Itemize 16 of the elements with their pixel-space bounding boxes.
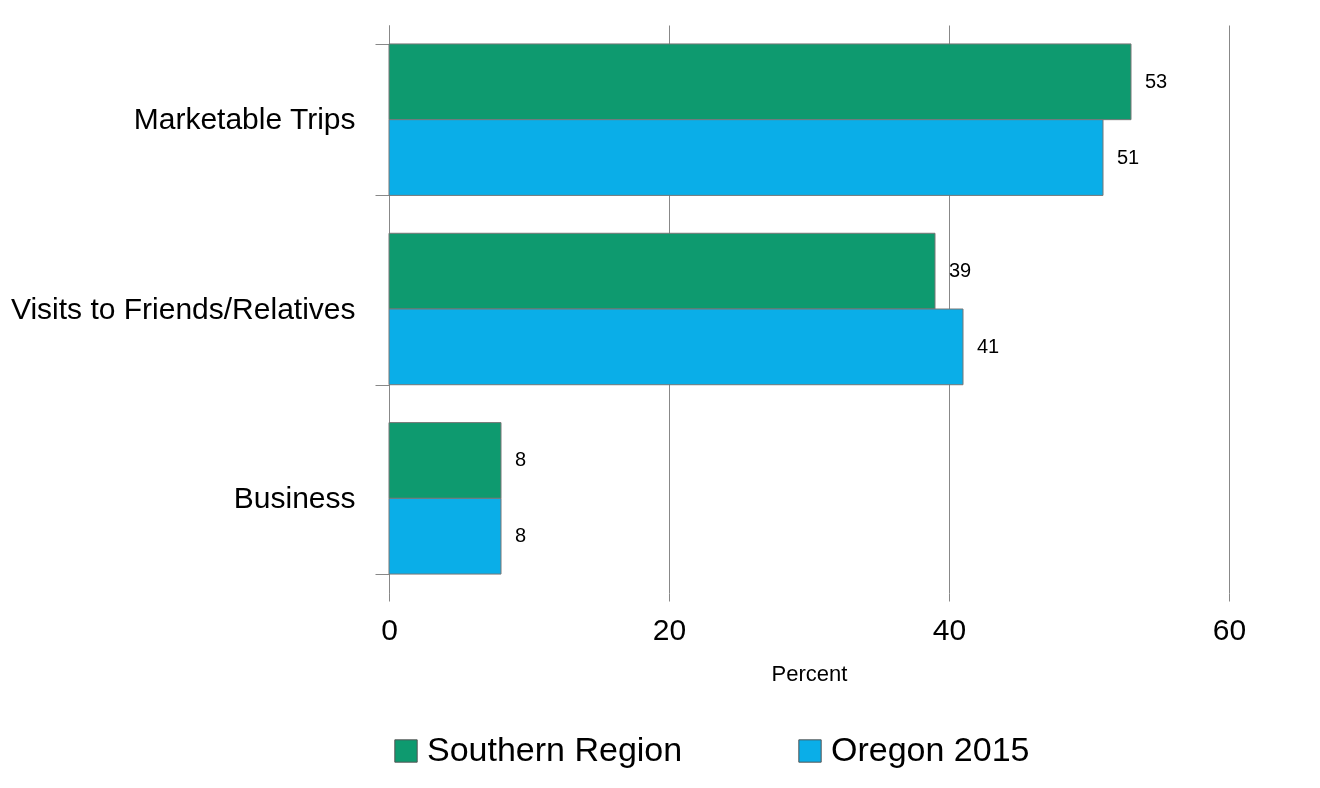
data-label: 8 [515, 448, 527, 471]
x-tick-label: 20 [652, 612, 687, 646]
data-label: 8 [515, 524, 527, 547]
y-tick-label: Visits to Friends/Relatives [10, 291, 356, 325]
x-tick-label: 0 [381, 612, 398, 646]
legend-label: Southern Region [427, 730, 683, 768]
y-tick-label: Marketable Trips [133, 102, 356, 136]
x-tick-label: 40 [932, 612, 967, 646]
legend-label: Oregon 2015 [831, 730, 1030, 768]
data-label: 51 [1117, 145, 1140, 168]
data-label: 53 [1145, 69, 1168, 92]
data-label: 39 [949, 259, 972, 282]
y-tick-label: Business [233, 480, 356, 514]
data-label: 41 [977, 334, 1000, 357]
x-tick-label: 60 [1212, 612, 1247, 646]
x-axis-title: Percent [771, 660, 848, 686]
